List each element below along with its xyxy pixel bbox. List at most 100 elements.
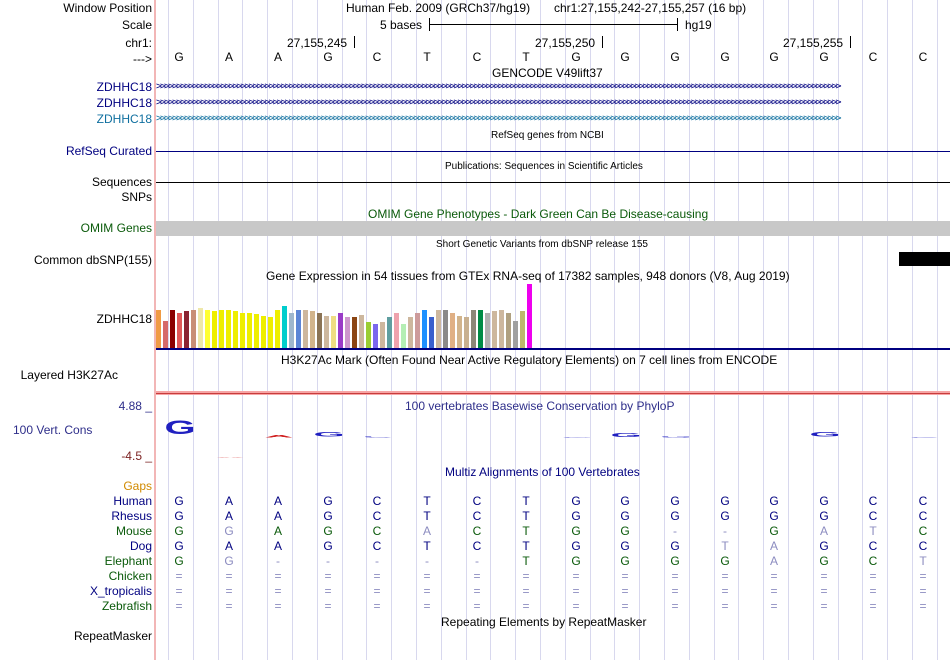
alignment-base: C — [918, 509, 928, 523]
refseq-gene-line[interactable] — [156, 151, 950, 152]
gtex-tissue-bar[interactable] — [212, 311, 217, 348]
gtex-tissue-bar[interactable] — [261, 316, 266, 348]
gtex-tissue-bar[interactable] — [450, 313, 455, 348]
scale-bar-right-cap — [677, 18, 678, 31]
gtex-tissue-bar[interactable] — [310, 311, 315, 348]
gtex-tissue-bar[interactable] — [457, 316, 462, 348]
gtex-tissue-bar[interactable] — [198, 308, 203, 348]
gtex-tissue-bar[interactable] — [492, 311, 497, 348]
gtex-tissue-bar[interactable] — [289, 313, 294, 348]
publications-track-title[interactable]: Publications: Sequences in Scientific Ar… — [445, 161, 643, 172]
gtex-tissue-bar[interactable] — [324, 316, 329, 348]
gtex-tissue-bar[interactable] — [233, 311, 238, 348]
omim-track-title[interactable]: OMIM Gene Phenotypes - Dark Green Can Be… — [368, 207, 709, 221]
gtex-tissue-bar[interactable] — [240, 313, 245, 348]
gencode-transcript-1[interactable]: >>>>>>>>>>>>>>>>>>>>>>>>>>>>>>>>>>>>>>>>… — [156, 80, 950, 94]
gtex-tissue-bar[interactable] — [254, 314, 259, 348]
gtex-tissue-bar[interactable] — [527, 284, 532, 348]
dbsnp-variant-block[interactable] — [899, 252, 950, 266]
conservation-logo[interactable]: G A A G C G G G G C — [156, 416, 950, 460]
gtex-tissue-bar[interactable] — [513, 321, 518, 348]
gtex-tissue-bars[interactable] — [156, 284, 556, 348]
gtex-tissue-bar[interactable] — [191, 310, 196, 348]
gtex-tissue-bar[interactable] — [366, 322, 371, 348]
refseq-curated-label[interactable]: RefSeq Curated — [65, 144, 152, 158]
h3k27ac-track-title[interactable]: H3K27Ac Mark (Often Found Near Active Re… — [281, 353, 778, 367]
gtex-tissue-bar[interactable] — [478, 310, 483, 348]
omim-genes-label[interactable]: OMIM Genes — [80, 221, 152, 235]
gtex-tissue-bar[interactable] — [464, 317, 469, 348]
vert-cons-label[interactable]: 100 Vert. Cons — [13, 423, 93, 437]
gtex-tissue-bar[interactable] — [506, 313, 511, 348]
gtex-tissue-bar[interactable] — [443, 310, 448, 348]
gtex-tissue-bar[interactable] — [268, 317, 273, 348]
alignment-base: C — [372, 524, 382, 538]
gtex-tissue-bar[interactable] — [184, 311, 189, 348]
sequences-label[interactable]: Sequences — [91, 175, 152, 189]
gtex-tissue-bar[interactable] — [282, 306, 287, 348]
gtex-track-title[interactable]: Gene Expression in 54 tissues from GTEx … — [266, 269, 790, 283]
repeatmasker-label[interactable]: RepeatMasker — [73, 629, 152, 643]
gtex-tissue-bar[interactable] — [471, 310, 476, 348]
track-image-area[interactable]: Human Feb. 2009 (GRCh37/hg19) chr1:27,15… — [156, 0, 950, 660]
conservation-max-label: 4.88 _ — [118, 399, 152, 413]
gencode-gene-label-3[interactable]: ZDHHC18 — [96, 112, 152, 126]
conservation-track-title[interactable]: 100 vertebrates Basewise Conservation by… — [405, 399, 675, 413]
gencode-gene-label-1[interactable]: ZDHHC18 — [96, 80, 152, 94]
gtex-tissue-bar[interactable] — [429, 317, 434, 348]
dbsnp-track-title[interactable]: Short Genetic Variants from dbSNP releas… — [436, 239, 648, 250]
gtex-tissue-bar[interactable] — [520, 311, 525, 348]
repeatmasker-track-title[interactable]: Repeating Elements by RepeatMasker — [441, 615, 647, 629]
reference-base: T — [423, 50, 431, 64]
gtex-tissue-bar[interactable] — [415, 313, 420, 348]
gtex-tissue-bar[interactable] — [408, 317, 413, 348]
alignment-base: = — [770, 584, 778, 598]
gtex-tissue-bar[interactable] — [303, 310, 308, 348]
gtex-tissue-bar[interactable] — [205, 310, 210, 348]
refseq-track-title[interactable]: RefSeq genes from NCBI — [491, 130, 604, 141]
gtex-tissue-bar[interactable] — [317, 313, 322, 348]
gtex-tissue-bar[interactable] — [163, 321, 168, 348]
species-label-chicken: Chicken — [108, 569, 152, 583]
gtex-tissue-bar[interactable] — [387, 317, 392, 348]
gtex-tissue-bar[interactable] — [156, 310, 161, 348]
multiz-track-title[interactable]: Multiz Alignments of 100 Vertebrates — [445, 465, 640, 479]
gtex-tissue-bar[interactable] — [394, 313, 399, 348]
common-dbsnp-label[interactable]: Common dbSNP(155) — [33, 253, 152, 267]
gtex-tissue-bar[interactable] — [359, 315, 364, 348]
snps-label[interactable]: SNPs — [121, 190, 152, 204]
layered-h3k27ac-label[interactable]: Layered H3K27Ac — [20, 368, 118, 382]
omim-phenotype-bar[interactable] — [156, 221, 950, 236]
gtex-tissue-bar[interactable] — [247, 313, 252, 348]
gencode-gene-label-2[interactable]: ZDHHC18 — [96, 96, 152, 110]
gtex-tissue-bar[interactable] — [345, 317, 350, 348]
gtex-tissue-bar[interactable] — [226, 310, 231, 348]
gtex-tissue-bar[interactable] — [275, 310, 280, 348]
gtex-tissue-bar[interactable] — [436, 310, 441, 348]
gtex-tissue-bar[interactable] — [331, 316, 336, 348]
gtex-tissue-bar[interactable] — [296, 310, 301, 348]
panel-divider[interactable] — [154, 0, 156, 660]
gridline — [813, 0, 814, 660]
gtex-tissue-bar[interactable] — [401, 324, 406, 348]
reference-base: A — [273, 50, 282, 64]
publications-sequence-line[interactable] — [156, 182, 950, 183]
gridline — [887, 0, 888, 660]
gencode-transcript-3[interactable]: >>>>>>>>>>>>>>>>>>>>>>>>>>>>>>>>>>>>>>>>… — [156, 112, 950, 126]
gridline — [218, 0, 219, 660]
gtex-tissue-bar[interactable] — [485, 313, 490, 348]
gtex-tissue-bar[interactable] — [373, 324, 378, 348]
gtex-tissue-bar[interactable] — [380, 322, 385, 348]
gtex-tissue-bar[interactable] — [499, 310, 504, 348]
gencode-track-title[interactable]: GENCODE V49lift37 — [492, 66, 603, 80]
gtex-tissue-bar[interactable] — [352, 317, 357, 348]
gtex-tissue-bar[interactable] — [177, 313, 182, 348]
alignment-base: T — [522, 524, 530, 538]
gtex-tissue-bar[interactable] — [338, 313, 343, 348]
gtex-gene-label[interactable]: ZDHHC18 — [96, 312, 152, 326]
gtex-tissue-bar[interactable] — [170, 310, 175, 348]
gtex-tissue-bar[interactable] — [422, 310, 427, 348]
alignment-base: T — [869, 524, 877, 538]
gencode-transcript-2[interactable]: >>>>>>>>>>>>>>>>>>>>>>>>>>>>>>>>>>>>>>>>… — [156, 96, 950, 110]
gtex-tissue-bar[interactable] — [219, 310, 224, 348]
